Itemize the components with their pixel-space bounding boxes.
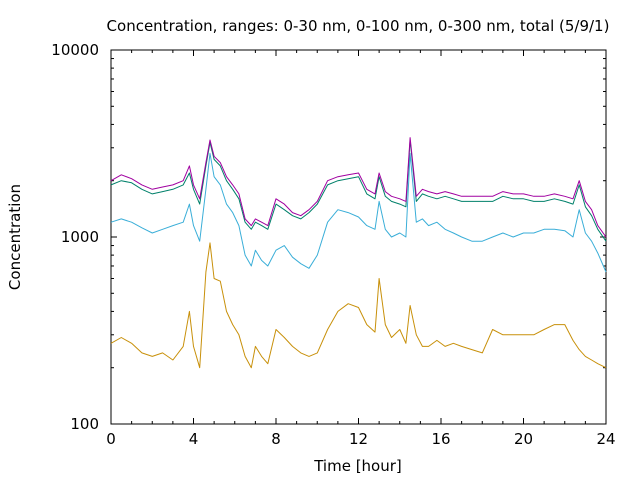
x-tick-label: 24 [596,430,615,448]
y-axis-label: Concentration [6,184,24,290]
series-layer [110,137,607,369]
axis-ticks: 0 4 8 12 16 20 24 100 1000 10000 [51,41,615,448]
y-tick-label: 1000 [61,228,99,246]
series-line-2 [110,152,607,273]
x-axis-label: Time [hour] [313,457,402,475]
chart-title: Concentration, ranges: 0-30 nm, 0-100 nm… [107,17,610,35]
x-tick-label: 20 [514,430,533,448]
y-tick-label: 10000 [51,41,99,59]
x-tick-label: 4 [189,430,199,448]
plot-frame [110,49,607,425]
series-line-1 [110,242,607,369]
x-tick-label: 0 [106,430,116,448]
x-tick-label: 8 [271,430,281,448]
x-tick-label: 12 [349,430,368,448]
series-line-4 [110,137,607,238]
y-tick-label: 100 [70,415,99,433]
series-line-3 [110,139,607,242]
x-tick-label: 16 [431,430,450,448]
